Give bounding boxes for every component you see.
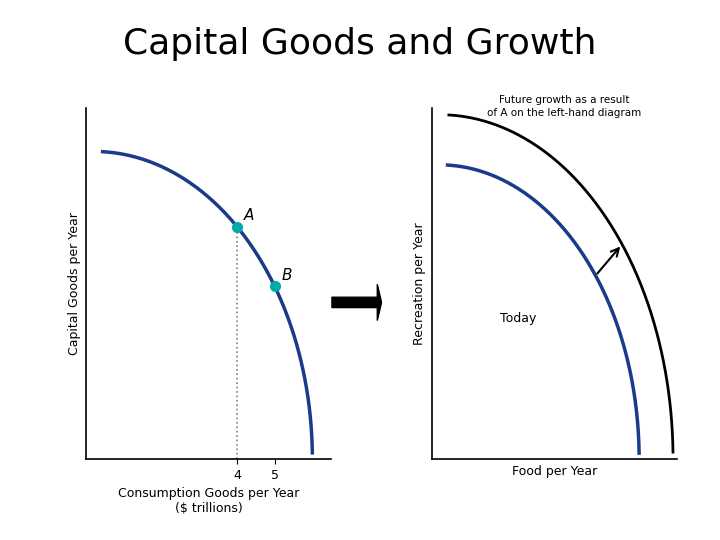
Text: A: A xyxy=(244,208,254,223)
Text: Capital Goods and Growth: Capital Goods and Growth xyxy=(123,27,597,61)
Y-axis label: Capital Goods per Year: Capital Goods per Year xyxy=(68,212,81,355)
X-axis label: Consumption Goods per Year
($ trillions): Consumption Goods per Year ($ trillions) xyxy=(118,487,300,515)
Text: Today: Today xyxy=(500,312,536,325)
Polygon shape xyxy=(332,284,382,321)
Text: B: B xyxy=(282,268,292,282)
Y-axis label: Recreation per Year: Recreation per Year xyxy=(413,222,426,345)
X-axis label: Food per Year: Food per Year xyxy=(512,464,597,477)
Text: Future growth as a result
of A on the left-hand diagram: Future growth as a result of A on the le… xyxy=(487,95,641,118)
